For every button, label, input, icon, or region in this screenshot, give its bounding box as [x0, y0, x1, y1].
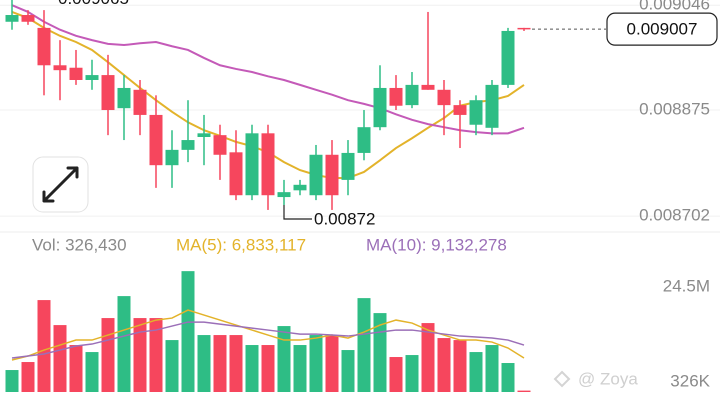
- legend-entry: MA(10): 9,132,278: [366, 235, 507, 254]
- candle-body: [53, 65, 67, 71]
- volume-bar: [149, 318, 163, 392]
- volume-bar: [501, 363, 515, 392]
- volume-bar: [69, 345, 83, 392]
- candle-body: [341, 152, 355, 180]
- low-label: 0.00872: [314, 210, 375, 229]
- candle-body: [133, 89, 147, 115]
- y-tick-label: 0.008875: [639, 100, 710, 119]
- candle-body: [69, 67, 83, 80]
- candle-body: [277, 192, 291, 198]
- legend-entry: MA(5): 6,833,117: [176, 235, 306, 254]
- candle-body: [389, 87, 403, 106]
- volume-bar: [37, 300, 51, 392]
- volume-bar: [133, 318, 147, 392]
- volume-bar: [5, 370, 19, 392]
- candle-body: [101, 75, 115, 111]
- candle-body: [293, 184, 307, 191]
- candle-body: [117, 87, 131, 109]
- candle-body: [197, 133, 211, 137]
- volume-bar: [261, 345, 275, 392]
- volume-bar: [325, 335, 339, 392]
- candle-body: [245, 133, 259, 196]
- volume-bar: [469, 352, 483, 392]
- candles: [5, 0, 531, 210]
- candle-body: [501, 30, 515, 85]
- candle-body: [85, 75, 99, 80]
- watermark-text: @ Zoya: [578, 369, 638, 388]
- legend-entry: Vol: 326,430: [32, 235, 127, 254]
- volume-bar: [197, 335, 211, 392]
- candle-body: [373, 87, 387, 128]
- candle-body: [485, 84, 499, 128]
- volume-bar: [21, 362, 35, 392]
- candle-body: [325, 154, 339, 196]
- y-tick-label: 0.008702: [639, 206, 710, 225]
- candle-body: [229, 152, 243, 196]
- candle-body: [21, 15, 35, 22]
- y-tick-label: 326K: [670, 371, 710, 390]
- last-price-label: 0.009007: [627, 20, 698, 39]
- candle-body: [437, 89, 451, 106]
- volume-bar: [405, 355, 419, 392]
- volume-bar: [213, 335, 227, 392]
- candle-body: [517, 27, 531, 30]
- volume-bar: [485, 345, 499, 392]
- volume-bar: [245, 345, 259, 392]
- watermark: @ Zoya: [553, 369, 638, 388]
- volume-bar: [453, 340, 467, 392]
- volume-bar: [277, 326, 291, 392]
- candle-body: [213, 135, 227, 155]
- last-price-box: [606, 12, 718, 46]
- volume-bar: [341, 350, 355, 392]
- candle-body: [469, 100, 483, 125]
- ma-line: [11, 4, 525, 135]
- candle-body: [405, 84, 419, 106]
- volume-bar: [101, 318, 115, 392]
- expand-button[interactable]: [32, 156, 89, 213]
- volume-bar: [165, 340, 179, 392]
- candle-body: [165, 149, 179, 166]
- high-label: 0.009065: [58, 0, 129, 8]
- candle-body: [453, 105, 467, 115]
- y-tick-label: 0.009046: [639, 0, 710, 14]
- candle-body: [5, 15, 19, 22]
- volume-bar: [437, 338, 451, 392]
- volume-bar: [517, 390, 531, 392]
- candle-body: [37, 27, 51, 66]
- volume-bar: [85, 352, 99, 392]
- candle-body: [261, 133, 275, 196]
- volume-bar: [117, 296, 131, 392]
- candle-body: [149, 114, 163, 166]
- volume-bar: [53, 325, 67, 392]
- volume-bar: [421, 323, 435, 392]
- candle-body: [181, 140, 195, 150]
- volume-bar: [181, 271, 195, 392]
- volume-bar: [309, 335, 323, 392]
- volume-bar: [293, 345, 307, 392]
- low-pointer: [283, 205, 312, 220]
- candle-body: [421, 84, 435, 90]
- volume-bar: [389, 357, 403, 392]
- y-tick-label: 24.5M: [663, 277, 710, 296]
- candle-body: [309, 154, 323, 196]
- candle-body: [357, 127, 371, 153]
- volume-ma-line: [11, 321, 525, 359]
- volume-bar: [357, 298, 371, 392]
- volume-bar: [229, 335, 243, 392]
